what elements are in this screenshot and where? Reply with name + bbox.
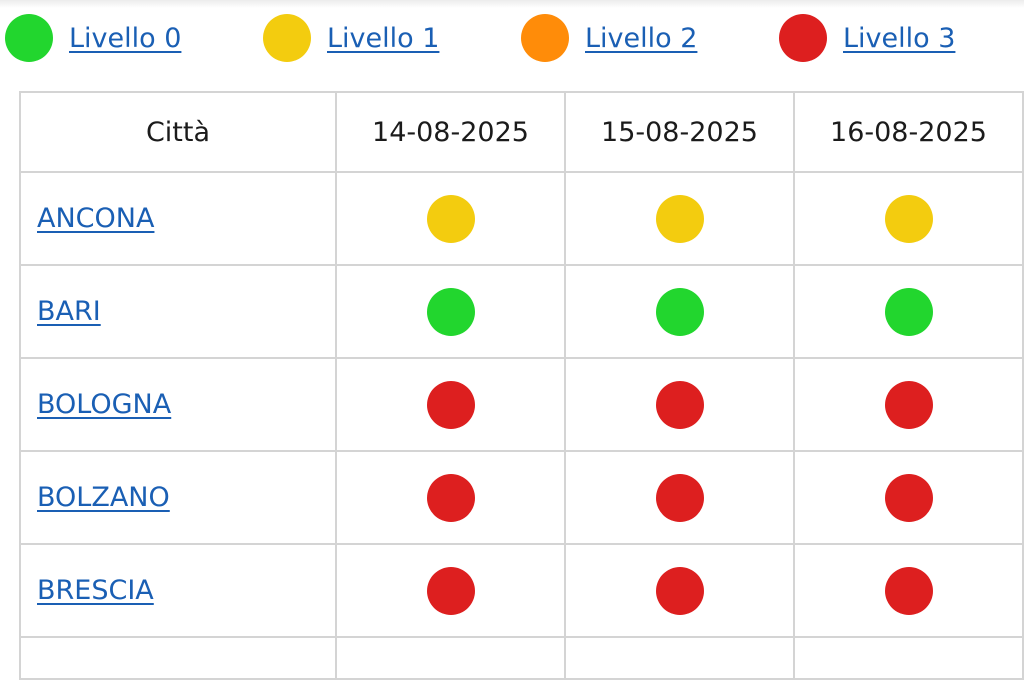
level-cell bbox=[335, 636, 566, 680]
table-row-partial bbox=[19, 636, 1024, 680]
heat-level-table: Città 14-08-2025 15-08-2025 16-08-2025 A… bbox=[19, 91, 1024, 680]
level-cell bbox=[564, 264, 795, 359]
level-dot-icon bbox=[655, 380, 704, 429]
table-row: BOLZANO bbox=[19, 450, 1024, 545]
level-dot-icon bbox=[884, 473, 933, 522]
level-0-dot-icon bbox=[5, 14, 53, 62]
level-cell bbox=[793, 450, 1024, 545]
level-dot-icon bbox=[884, 566, 933, 615]
city-cell: BOLOGNA bbox=[19, 357, 337, 452]
legend-link-level-3[interactable]: Livello 3 bbox=[843, 22, 956, 54]
level-cell bbox=[793, 543, 1024, 638]
level-dot-icon bbox=[426, 380, 475, 429]
city-link-bologna[interactable]: BOLOGNA bbox=[37, 389, 172, 420]
column-header-date-3: 16-08-2025 bbox=[793, 91, 1024, 173]
table-row: BARI bbox=[19, 264, 1024, 359]
city-link-bolzano[interactable]: BOLZANO bbox=[37, 482, 170, 513]
table-header-row: Città 14-08-2025 15-08-2025 16-08-2025 bbox=[19, 91, 1024, 173]
page-top-shadow bbox=[0, 0, 1024, 8]
city-cell: BRESCIA bbox=[19, 543, 337, 638]
level-cell bbox=[564, 636, 795, 680]
column-header-date-1: 14-08-2025 bbox=[335, 91, 566, 173]
level-dot-icon bbox=[884, 380, 933, 429]
level-dot-icon bbox=[655, 287, 704, 336]
city-cell bbox=[19, 636, 337, 680]
level-legend: Livello 0 Livello 1 Livello 2 Livello 3 bbox=[0, 12, 1024, 64]
level-dot-icon bbox=[426, 473, 475, 522]
level-cell bbox=[564, 450, 795, 545]
city-link-bari[interactable]: BARI bbox=[37, 296, 101, 327]
level-cell bbox=[335, 171, 566, 266]
table-row: BRESCIA bbox=[19, 543, 1024, 638]
city-cell: BOLZANO bbox=[19, 450, 337, 545]
level-dot-icon bbox=[426, 194, 475, 243]
level-cell bbox=[335, 357, 566, 452]
level-cell bbox=[335, 543, 566, 638]
level-dot-icon bbox=[884, 194, 933, 243]
level-dot-icon bbox=[426, 566, 475, 615]
city-cell: ANCONA bbox=[19, 171, 337, 266]
legend-item-level-1[interactable]: Livello 1 bbox=[263, 12, 439, 64]
level-dot-icon bbox=[655, 473, 704, 522]
city-cell: BARI bbox=[19, 264, 337, 359]
level-cell bbox=[335, 450, 566, 545]
table-row: BOLOGNA bbox=[19, 357, 1024, 452]
level-1-dot-icon bbox=[263, 14, 311, 62]
level-dot-icon bbox=[655, 194, 704, 243]
legend-link-level-2[interactable]: Livello 2 bbox=[585, 22, 698, 54]
table-row: ANCONA bbox=[19, 171, 1024, 266]
level-cell bbox=[793, 264, 1024, 359]
legend-link-level-0[interactable]: Livello 0 bbox=[69, 22, 182, 54]
level-cell bbox=[564, 357, 795, 452]
level-cell bbox=[564, 171, 795, 266]
level-dot-icon bbox=[884, 287, 933, 336]
level-cell bbox=[793, 357, 1024, 452]
legend-item-level-3[interactable]: Livello 3 bbox=[779, 12, 955, 64]
legend-item-level-2[interactable]: Livello 2 bbox=[521, 12, 697, 64]
level-cell bbox=[793, 636, 1024, 680]
level-3-dot-icon bbox=[779, 14, 827, 62]
level-dot-icon bbox=[655, 566, 704, 615]
level-cell bbox=[335, 264, 566, 359]
heat-level-table-container: Città 14-08-2025 15-08-2025 16-08-2025 A… bbox=[19, 91, 1024, 680]
column-header-city: Città bbox=[19, 91, 337, 173]
level-2-dot-icon bbox=[521, 14, 569, 62]
legend-item-level-0[interactable]: Livello 0 bbox=[5, 12, 181, 64]
level-dot-icon bbox=[426, 287, 475, 336]
city-link-brescia[interactable]: BRESCIA bbox=[37, 575, 154, 606]
column-header-date-2: 15-08-2025 bbox=[564, 91, 795, 173]
city-link-ancona[interactable]: ANCONA bbox=[37, 203, 155, 234]
level-cell bbox=[564, 543, 795, 638]
legend-link-level-1[interactable]: Livello 1 bbox=[327, 22, 440, 54]
level-cell bbox=[793, 171, 1024, 266]
